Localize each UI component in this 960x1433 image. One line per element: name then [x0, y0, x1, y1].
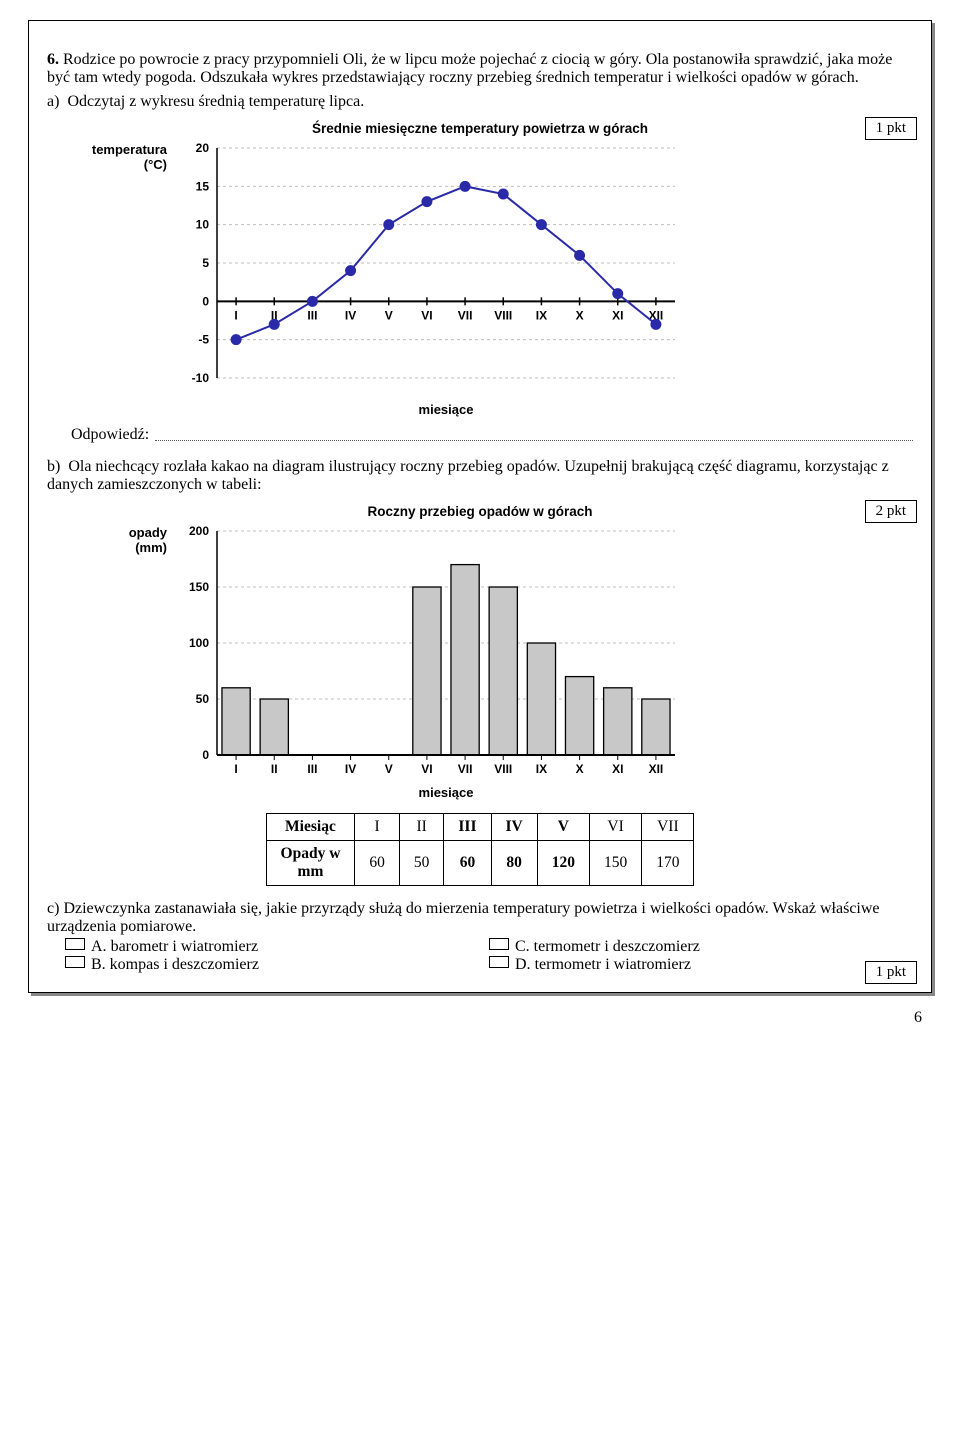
svg-text:I: I — [234, 762, 237, 776]
svg-text:20: 20 — [196, 141, 210, 155]
rain-chart-block: 2 pkt Roczny przebieg opadów w górach op… — [47, 504, 913, 803]
rain-data-table: MiesiącIIIIIIIVVVIVIIOpady wmm6050608012… — [266, 813, 695, 886]
answer-label: Odpowiedź: — [71, 426, 149, 444]
svg-text:VIII: VIII — [494, 762, 512, 776]
part-a-prefix: a) — [47, 93, 59, 110]
options-block: A. barometr i wiatromierz C. termometr i… — [65, 938, 913, 974]
answer-line-a[interactable]: Odpowiedź: — [71, 426, 913, 444]
svg-text:VII: VII — [458, 308, 473, 322]
option-a[interactable]: A. barometr i wiatromierz — [65, 938, 489, 956]
points-badge-c: 1 pkt — [865, 961, 917, 984]
part-c-prefix: c) — [47, 900, 59, 917]
checkbox-icon — [489, 956, 509, 968]
points-badge-a: 1 pkt — [865, 117, 917, 140]
part-a: a) Odczytaj z wykresu średnią temperatur… — [47, 93, 913, 111]
svg-text:X: X — [576, 308, 584, 322]
svg-text:IX: IX — [536, 308, 547, 322]
part-b-prefix: b) — [47, 458, 60, 475]
part-c: c) Dziewczynka zastanawiała się, jakie p… — [47, 900, 913, 936]
svg-text:III: III — [307, 762, 317, 776]
task-intro: 6. Rodzice po powrocie z pracy przypomni… — [47, 51, 913, 87]
svg-text:miesiące: miesiące — [419, 402, 474, 417]
svg-text:miesiące: miesiące — [419, 785, 474, 800]
rain-y-label-2: (mm) — [135, 540, 167, 555]
precipitation-bar-chart: 050100150200IIIIIIIVVVIVIIVIIIIXXXIXIImi… — [167, 523, 687, 803]
svg-text:IV: IV — [345, 308, 356, 322]
temp-chart-block: 1 pkt Średnie miesięczne temperatury pow… — [47, 121, 913, 420]
svg-text:V: V — [385, 308, 393, 322]
option-a-label: barometr i wiatromierz — [111, 938, 259, 955]
part-b: b) Ola niechcący rozlała kakao na diagra… — [47, 458, 913, 494]
rain-chart-title: Roczny przebieg opadów w górach — [47, 504, 913, 519]
rain-y-label-1: opady — [129, 525, 167, 540]
svg-text:II: II — [271, 762, 278, 776]
part-b-text: Ola niechcący rozlała kakao na diagram i… — [47, 458, 889, 493]
option-c-label: termometr i deszczomierz — [534, 938, 700, 955]
checkbox-icon — [65, 938, 85, 950]
task-intro-text: Rodzice po powrocie z pracy przypomnieli… — [47, 51, 892, 86]
svg-text:IV: IV — [345, 762, 356, 776]
temp-y-label-2: (°C) — [144, 157, 167, 172]
page-frame: 6. Rodzice po powrocie z pracy przypomni… — [28, 20, 932, 993]
checkbox-icon — [489, 938, 509, 950]
svg-text:15: 15 — [196, 179, 210, 193]
svg-text:200: 200 — [189, 524, 209, 538]
answer-blank[interactable] — [155, 440, 913, 441]
svg-text:VIII: VIII — [494, 308, 512, 322]
option-b[interactable]: B. kompas i deszczomierz — [65, 956, 489, 974]
part-c-text: Dziewczynka zastanawiała się, jakie przy… — [47, 900, 880, 935]
svg-text:XII: XII — [649, 762, 664, 776]
svg-text:0: 0 — [202, 748, 209, 762]
svg-text:150: 150 — [189, 580, 209, 594]
part-a-text: Odczytaj z wykresu średnią temperaturę l… — [67, 93, 364, 110]
svg-text:-5: -5 — [198, 333, 209, 347]
svg-text:50: 50 — [196, 692, 210, 706]
task-number: 6. — [47, 51, 59, 68]
svg-text:XI: XI — [612, 762, 623, 776]
checkbox-icon — [65, 956, 85, 968]
svg-text:III: III — [307, 308, 317, 322]
svg-text:V: V — [385, 762, 393, 776]
svg-text:0: 0 — [202, 294, 209, 308]
svg-text:100: 100 — [189, 636, 209, 650]
svg-text:VI: VI — [421, 308, 432, 322]
points-badge-b: 2 pkt — [865, 500, 917, 523]
page-number: 6 — [28, 1009, 932, 1027]
option-c[interactable]: C. termometr i deszczomierz — [489, 938, 913, 956]
temperature-line-chart: IIIIIIIVVVIVIIVIIIIXXXIXII-10-505101520m… — [167, 140, 687, 420]
svg-text:10: 10 — [196, 218, 210, 232]
option-b-label: kompas i deszczomierz — [110, 956, 259, 973]
svg-text:VII: VII — [458, 762, 473, 776]
svg-text:I: I — [234, 308, 237, 322]
temp-y-label-1: temperatura — [92, 142, 167, 157]
svg-text:-10: -10 — [192, 371, 210, 385]
svg-text:5: 5 — [202, 256, 209, 270]
svg-text:XI: XI — [612, 308, 623, 322]
svg-text:IX: IX — [536, 762, 547, 776]
option-d-label: termometr i wiatromierz — [535, 956, 691, 973]
svg-text:X: X — [576, 762, 584, 776]
option-d[interactable]: D. termometr i wiatromierz — [489, 956, 913, 974]
temp-chart-title: Średnie miesięczne temperatury powietrza… — [47, 121, 913, 136]
svg-text:VI: VI — [421, 762, 432, 776]
